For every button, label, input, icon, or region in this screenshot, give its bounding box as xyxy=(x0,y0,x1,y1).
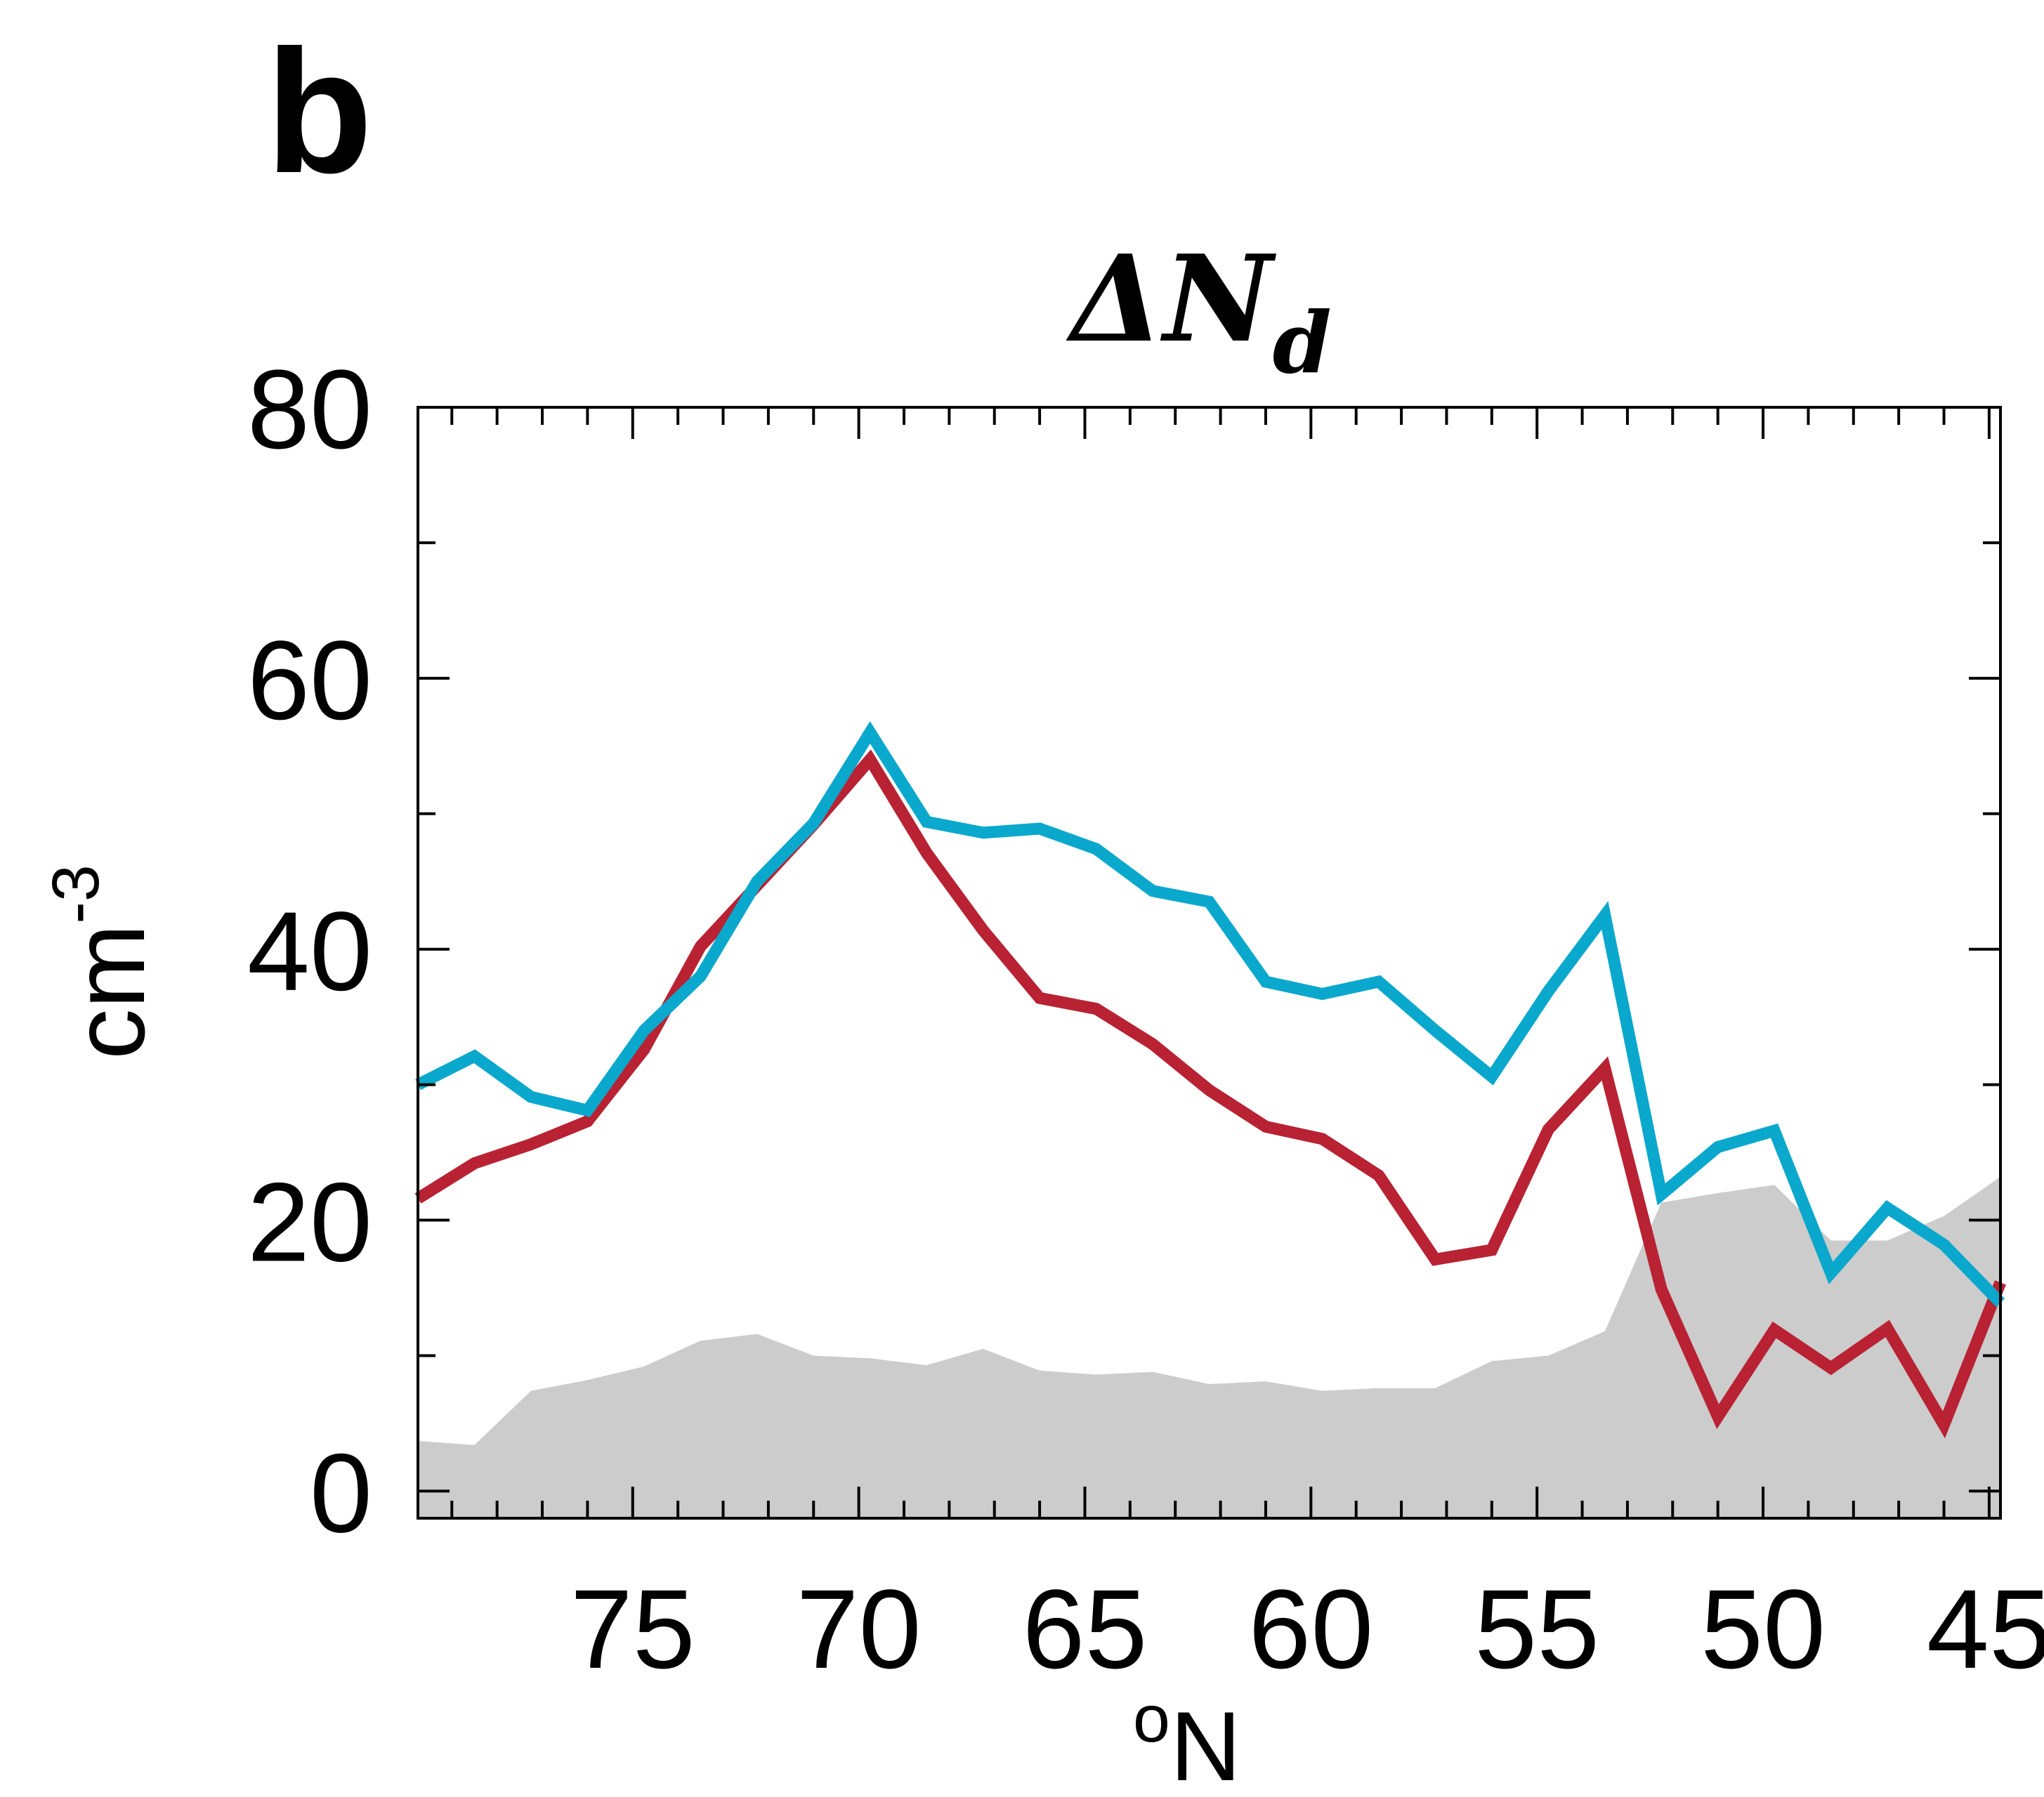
x-tick-label: 45 xyxy=(1927,1566,2044,1692)
y-axis-label-superscript: -3 xyxy=(39,864,113,923)
y-tick-label: 0 xyxy=(310,1430,372,1555)
y-tick-label: 40 xyxy=(247,888,372,1014)
x-tick-label: 50 xyxy=(1701,1566,1826,1692)
y-axis-label: cm-3 xyxy=(39,864,166,1060)
y-tick-label: 20 xyxy=(247,1159,372,1285)
y-tick-label: 80 xyxy=(247,346,372,472)
x-tick-label: 70 xyxy=(797,1566,922,1692)
chart-title-subscript: d xyxy=(1273,294,1332,393)
series-2-line xyxy=(415,720,2005,1308)
y-axis-label-base: cm xyxy=(52,924,166,1060)
series-1-line xyxy=(414,749,2006,1439)
y-tick-label: 60 xyxy=(247,617,372,743)
panel-label: b xyxy=(266,13,373,209)
chart-title: ΔNd xyxy=(1066,229,1331,393)
x-tick-label: 75 xyxy=(570,1566,695,1692)
plot-frame xyxy=(417,406,2002,1520)
x-axis-label-main: N xyxy=(1170,1691,1241,1797)
chart-title-main: ΔN xyxy=(1066,229,1276,369)
series-layer xyxy=(414,720,2006,1439)
gray-shaded-band xyxy=(418,1176,2000,1518)
x-tick-label: 55 xyxy=(1474,1566,1599,1692)
axes-layer: 0 20 40 60 80 75 70 65 60 55 50 45 xyxy=(247,346,2044,1692)
x-axis-label-superscript: o xyxy=(1133,1682,1170,1756)
x-axis-label: oN xyxy=(1133,1682,1241,1797)
series-2 xyxy=(415,720,2005,1308)
x-tick-label: 60 xyxy=(1248,1566,1373,1692)
gray-shaded-band-layer xyxy=(418,1176,2000,1518)
series-1 xyxy=(414,749,2006,1439)
x-tick-label: 65 xyxy=(1022,1566,1147,1692)
